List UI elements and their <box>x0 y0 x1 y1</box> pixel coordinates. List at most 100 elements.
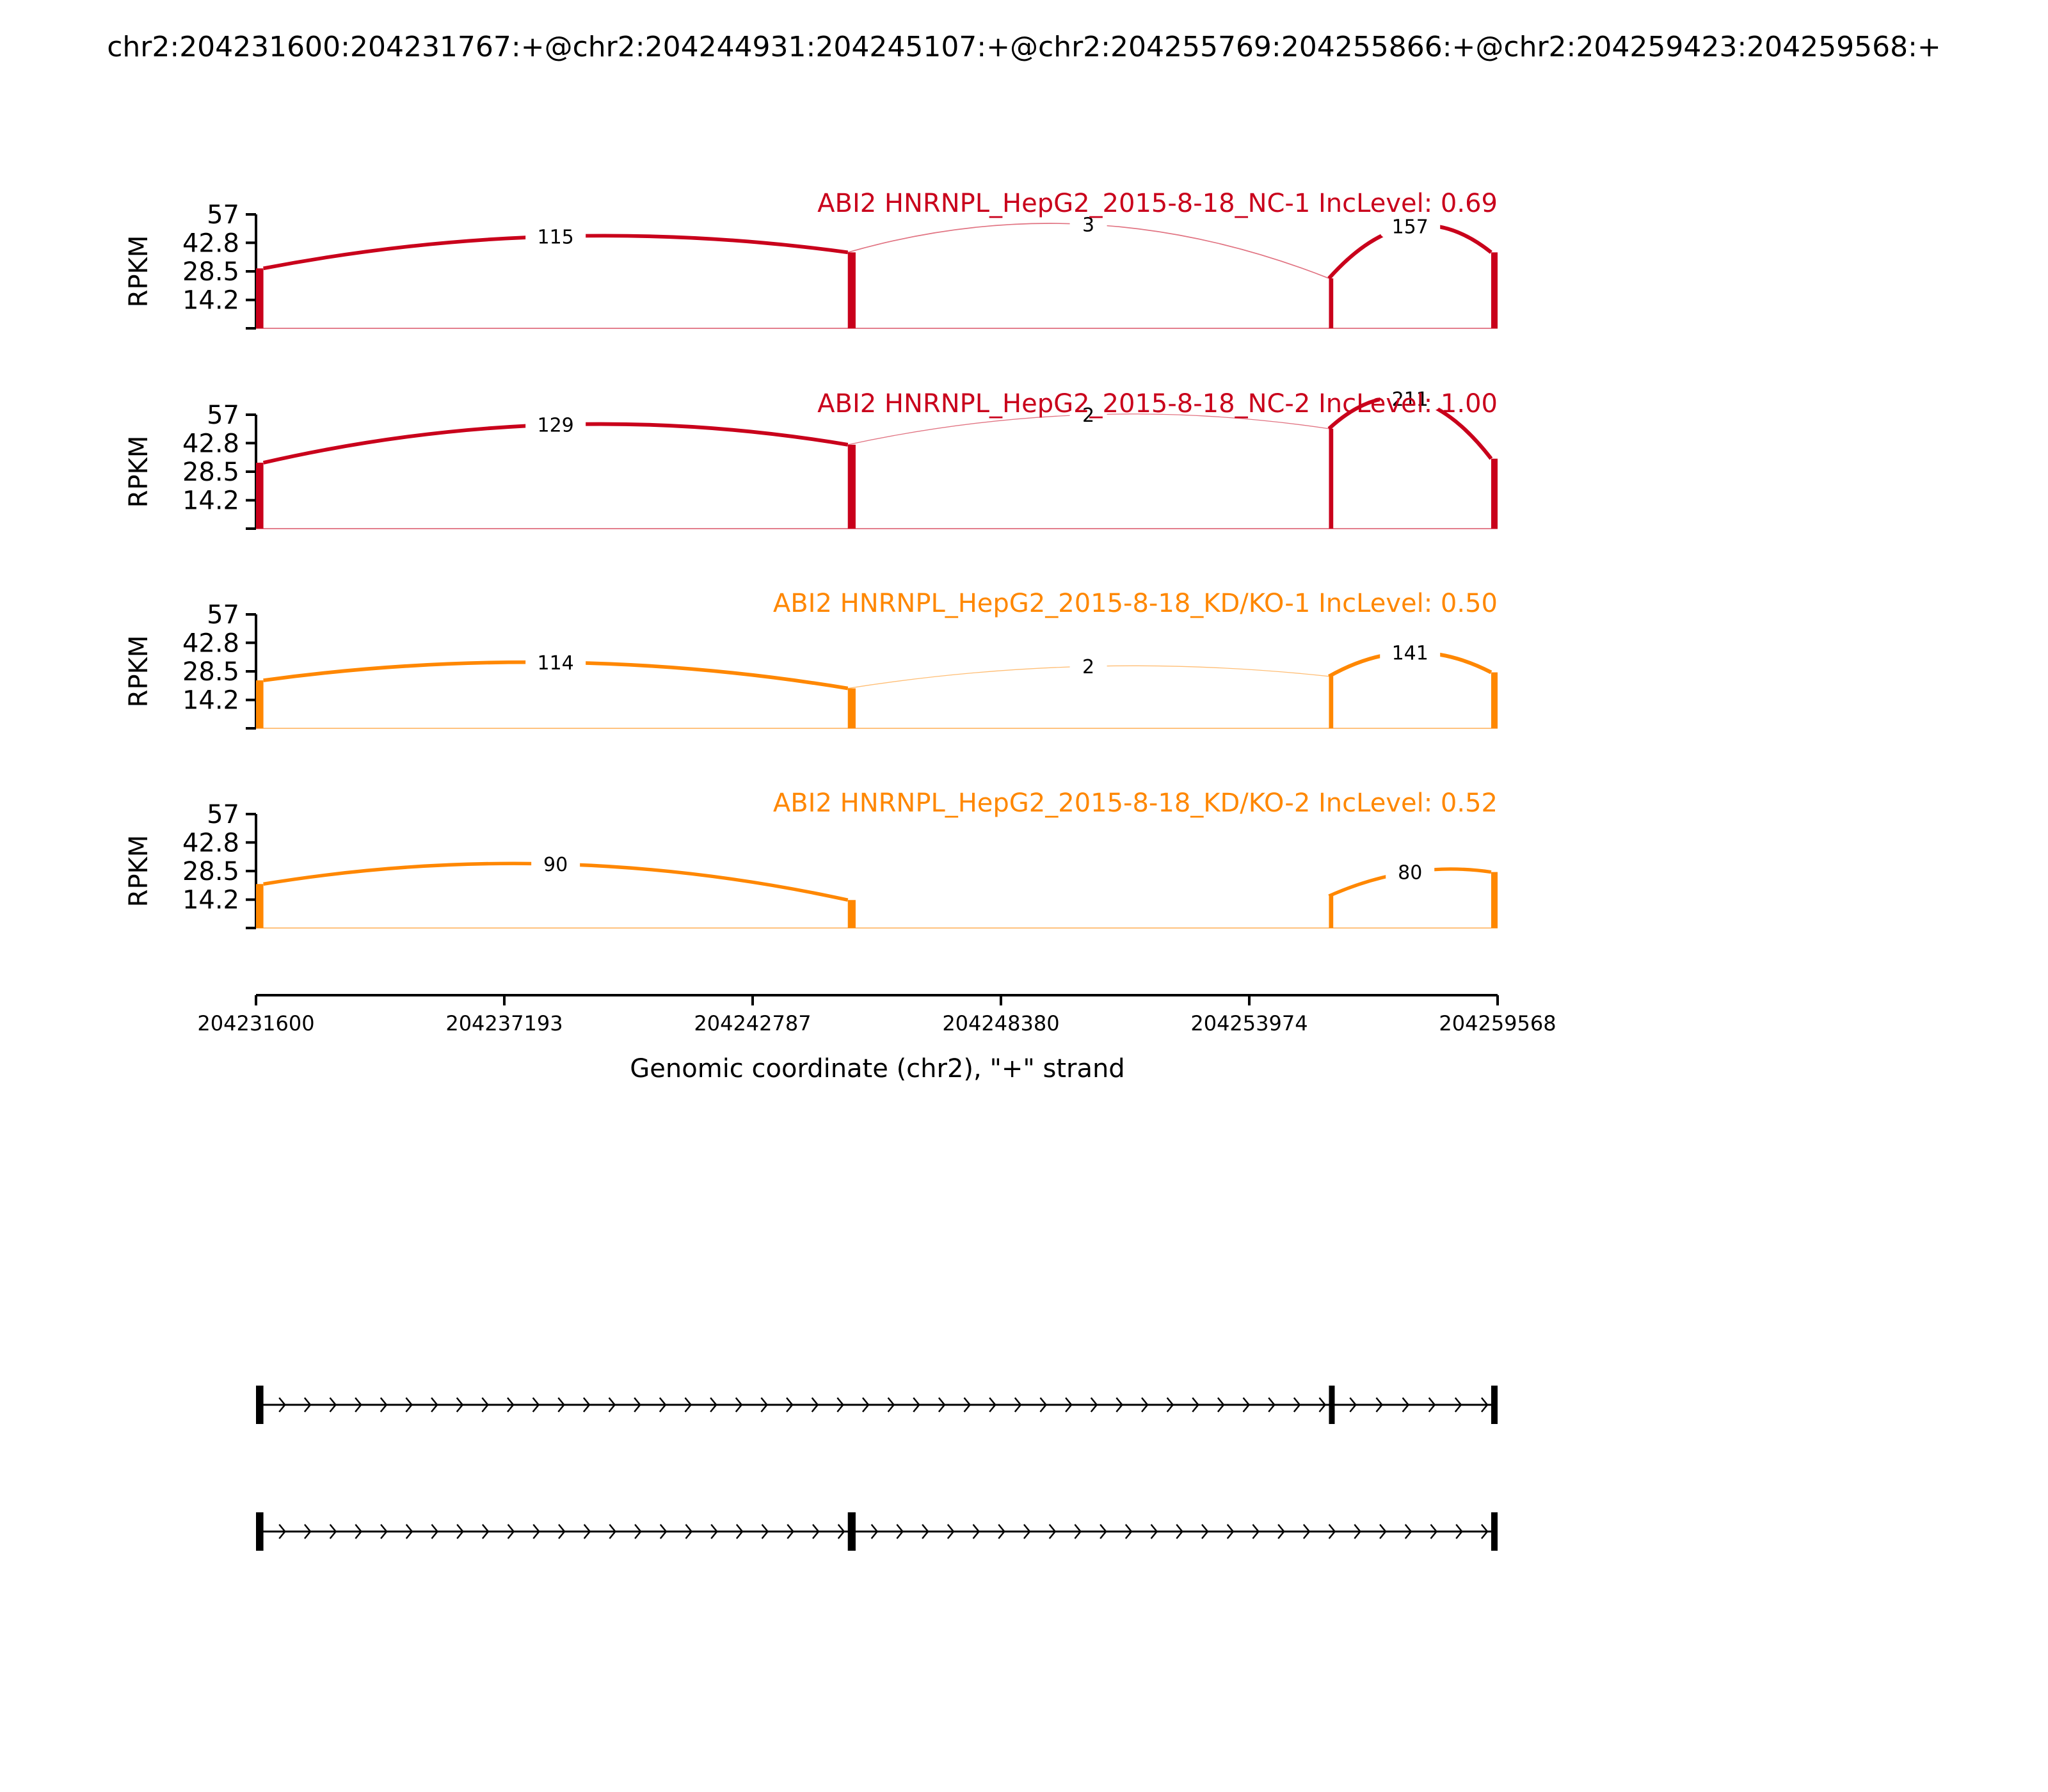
strand-arrow <box>507 1397 515 1412</box>
y-tick-label: 14.2 <box>182 886 239 915</box>
strand-arrow <box>896 1524 904 1539</box>
junction-count-bg <box>1380 212 1441 238</box>
exon-block <box>256 1386 264 1424</box>
strand-arrow <box>1065 1397 1073 1412</box>
y-tick-label: 28.5 <box>182 257 239 287</box>
strand-arrow <box>1150 1524 1158 1539</box>
strand-arrow <box>1124 1524 1133 1539</box>
junction-count: 90 <box>543 854 568 876</box>
junction-count: 157 <box>1392 216 1428 239</box>
y-tick-label: 14.2 <box>182 686 239 716</box>
junction-count-bg <box>1069 210 1107 236</box>
strand-arrow <box>1404 1524 1412 1539</box>
junction-count: 114 <box>538 652 574 675</box>
strand-arrow <box>685 1524 693 1539</box>
strand-arrow <box>583 1524 591 1539</box>
y-axis-label: RPKM <box>124 436 154 508</box>
exon-coverage-3 <box>1329 676 1334 728</box>
strand-arrow <box>634 1397 641 1412</box>
exon-coverage-4 <box>1491 672 1498 728</box>
strand-arrow <box>1349 1397 1357 1412</box>
strand-arrow <box>1268 1397 1276 1412</box>
exon-coverage-1 <box>256 462 264 529</box>
y-tick-label: 57 <box>207 800 239 829</box>
exon-block <box>256 1512 264 1551</box>
strand-arrow <box>1192 1397 1199 1412</box>
y-tick-label: 42.8 <box>182 228 239 258</box>
isoform-1 <box>256 1386 1498 1424</box>
y-tick-label: 57 <box>207 200 239 230</box>
junction-count: 3 <box>1082 214 1094 237</box>
strand-arrow <box>922 1524 929 1539</box>
strand-arrow <box>481 1524 490 1539</box>
exon-coverage-1 <box>256 268 264 328</box>
strand-arrow <box>608 1397 616 1412</box>
exon-coverage-3 <box>1329 278 1334 328</box>
y-axis-label: RPKM <box>124 835 154 908</box>
exon-coverage-1 <box>256 884 264 928</box>
strand-arrow <box>558 1524 566 1539</box>
y-tick-label: 14.2 <box>182 286 239 316</box>
y-axis-label: RPKM <box>124 236 154 308</box>
strand-arrow <box>684 1397 692 1412</box>
y-tick-label: 57 <box>207 401 239 430</box>
y-tick-label: 57 <box>207 600 239 630</box>
strand-arrow <box>963 1397 972 1412</box>
strand-arrow <box>1402 1397 1410 1412</box>
junction-count-bg <box>1069 652 1107 678</box>
exon-coverage-2 <box>847 688 856 728</box>
strand-arrow <box>329 1397 337 1412</box>
exon-coverage-4 <box>1491 458 1498 529</box>
strand-arrow <box>532 1397 540 1412</box>
track-label: ABI2 HNRNPL_HepG2_2015-8-18_NC-2 IncLeve… <box>817 389 1498 419</box>
strand-arrow <box>405 1397 413 1412</box>
strand-arrow <box>456 1524 464 1539</box>
strand-arrow <box>1430 1524 1438 1539</box>
strand-arrow <box>278 1524 286 1539</box>
strand-arrow <box>913 1397 920 1412</box>
junction-count: 2 <box>1082 404 1094 427</box>
junction-count: 211 <box>1392 388 1428 411</box>
junction-count-bg <box>1069 401 1107 426</box>
strand-arrow <box>1354 1524 1361 1539</box>
strand-arrow <box>1226 1524 1235 1539</box>
track-4: 14.228.542.857 RPKM 90 80 ABI2 HNRNPL_HepG2_… <box>124 788 1498 929</box>
strand-arrow <box>735 1397 743 1412</box>
strand-arrow <box>989 1397 996 1412</box>
strand-arrow <box>710 1397 717 1412</box>
junction-count-bg <box>1386 858 1435 884</box>
strand-arrow <box>998 1524 1005 1539</box>
strand-arrow <box>836 1397 844 1412</box>
y-tick-label: 28.5 <box>182 857 239 886</box>
strand-arrow <box>1318 1397 1327 1412</box>
junction-count-bg <box>531 850 580 876</box>
junction-count-bg <box>1380 385 1441 411</box>
strand-arrow <box>1480 1397 1489 1412</box>
strand-arrow <box>1293 1397 1301 1412</box>
exon-block <box>847 1512 856 1551</box>
isoform-models <box>256 1386 1498 1551</box>
strand-arrow <box>380 1524 388 1539</box>
strand-arrow <box>938 1397 946 1412</box>
strand-arrow <box>1048 1524 1057 1539</box>
exon-coverage-2 <box>847 252 856 328</box>
strand-arrow <box>735 1524 744 1539</box>
strand-arrow <box>1176 1524 1183 1539</box>
junction-count: 115 <box>538 226 574 248</box>
strand-arrow <box>355 1397 362 1412</box>
strand-arrow <box>1014 1397 1022 1412</box>
exon-coverage-2 <box>847 900 856 928</box>
strand-arrow <box>1480 1524 1489 1539</box>
strand-arrow <box>1252 1524 1260 1539</box>
strand-arrow <box>659 1524 668 1539</box>
strand-arrow <box>304 1524 312 1539</box>
track-label: ABI2 HNRNPL_HepG2_2015-8-18_NC-1 IncLeve… <box>817 189 1498 218</box>
strand-arrow <box>947 1524 955 1539</box>
y-tick-label: 14.2 <box>182 486 239 516</box>
x-tick-label: 204231600 <box>197 1011 314 1036</box>
strand-arrow <box>659 1397 667 1412</box>
strand-arrow <box>1375 1397 1384 1412</box>
exon-block <box>1491 1386 1498 1424</box>
